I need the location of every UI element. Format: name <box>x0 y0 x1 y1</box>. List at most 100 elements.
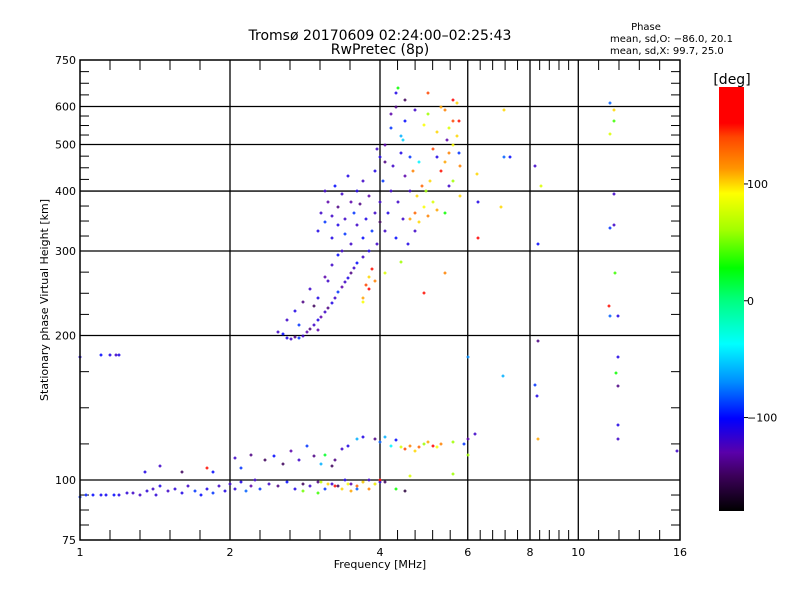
data-point <box>616 355 620 359</box>
data-point <box>308 484 312 488</box>
data-point <box>346 444 350 448</box>
data-point <box>125 491 129 495</box>
data-point <box>473 432 477 436</box>
data-point <box>289 337 293 341</box>
data-point <box>305 444 309 448</box>
data-point <box>301 489 305 493</box>
data-point <box>228 482 232 486</box>
data-point <box>466 437 470 441</box>
data-point <box>319 315 323 319</box>
data-point <box>439 442 443 446</box>
data-point <box>323 275 327 279</box>
data-point <box>383 229 387 233</box>
data-point <box>272 454 276 458</box>
data-point <box>435 155 439 159</box>
data-point <box>349 271 353 275</box>
data-point <box>462 442 466 446</box>
data-point <box>426 112 430 116</box>
data-point <box>612 223 616 227</box>
data-point <box>501 374 505 378</box>
y-tick-label: 200 <box>55 330 76 343</box>
data-point <box>151 487 155 491</box>
data-point <box>180 470 184 474</box>
data-point <box>508 155 512 159</box>
data-point <box>399 134 403 138</box>
data-point <box>316 229 320 233</box>
data-point <box>399 260 403 264</box>
data-point <box>91 493 95 497</box>
data-point <box>308 327 312 331</box>
data-point <box>367 194 371 198</box>
data-point <box>297 336 301 340</box>
data-point <box>326 279 330 283</box>
data-point <box>323 453 327 457</box>
data-point <box>406 242 410 246</box>
data-point <box>533 164 537 168</box>
data-point <box>253 478 257 482</box>
data-point <box>343 217 347 221</box>
data-point <box>336 290 340 294</box>
data-point <box>424 189 428 193</box>
data-point <box>383 143 387 147</box>
data-point <box>394 438 398 442</box>
data-point <box>612 108 616 112</box>
data-point <box>411 169 415 173</box>
data-point <box>297 458 301 462</box>
data-point <box>244 489 248 493</box>
grid-lines <box>80 60 680 540</box>
y-tick-label: 400 <box>55 185 76 198</box>
data-point <box>466 453 470 457</box>
data-point <box>367 249 371 253</box>
data-point <box>319 480 323 484</box>
data-point <box>319 462 323 466</box>
data-point <box>413 108 417 112</box>
data-point <box>616 314 620 318</box>
colorbar-tick-label: 0 <box>747 295 754 308</box>
data-point <box>616 437 620 441</box>
data-point <box>466 355 470 359</box>
data-point <box>239 466 243 470</box>
data-point <box>276 484 280 488</box>
data-point <box>364 217 368 221</box>
data-point <box>117 353 121 357</box>
data-point <box>154 493 158 497</box>
data-point <box>145 489 149 493</box>
data-point <box>312 454 316 458</box>
data-point <box>458 164 462 168</box>
y-tick-label: 300 <box>55 245 76 258</box>
data-point <box>346 276 350 280</box>
data-point <box>258 487 262 491</box>
data-point <box>330 482 334 486</box>
data-point <box>403 98 407 102</box>
stats-o-mode: mean, sd,O: −86.0, 20.1 <box>610 34 733 45</box>
data-point <box>386 211 390 215</box>
data-point <box>389 444 393 448</box>
data-point <box>426 214 430 218</box>
data-point <box>289 449 293 453</box>
data-point <box>401 217 405 221</box>
data-point <box>233 456 237 460</box>
data-point <box>413 211 417 215</box>
data-point <box>367 275 371 279</box>
data-point <box>536 339 540 343</box>
data-point <box>233 487 237 491</box>
data-point <box>445 138 449 142</box>
data-point <box>326 306 330 310</box>
data-point <box>443 108 447 112</box>
y-tick-label: 75 <box>62 534 76 547</box>
data-point <box>355 484 359 488</box>
data-point <box>349 200 353 204</box>
data-point <box>675 449 679 453</box>
data-point <box>373 482 377 486</box>
data-point <box>312 323 316 327</box>
data-point <box>458 194 462 198</box>
data-point <box>455 101 459 105</box>
data-point <box>408 474 412 478</box>
data-point <box>205 487 209 491</box>
data-point <box>323 189 327 193</box>
data-point <box>166 489 170 493</box>
data-point <box>358 202 362 206</box>
data-point <box>451 179 455 183</box>
data-point <box>457 119 461 123</box>
data-point <box>403 119 407 123</box>
